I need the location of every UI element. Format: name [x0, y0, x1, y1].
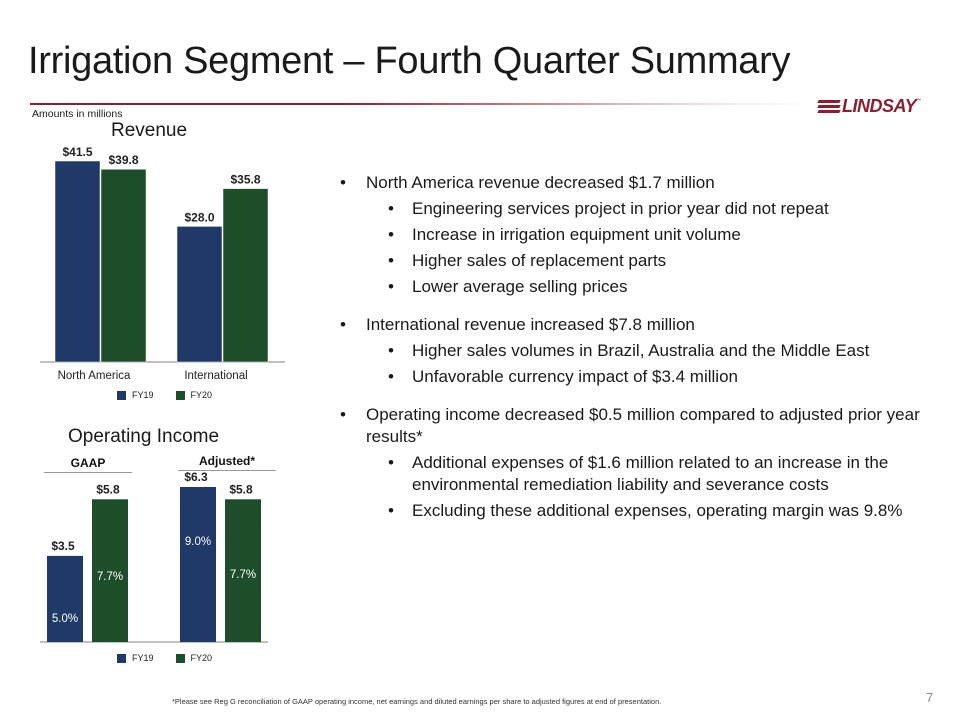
revenue-data-label: $35.8	[230, 173, 260, 187]
revenue-chart-title: Revenue	[111, 120, 188, 141]
operating-margin-label: 7.7%	[230, 569, 256, 581]
sub-bullet-item: Higher sales volumes in Brazil, Australi…	[340, 340, 940, 362]
logo-text: LINDSAY	[842, 96, 917, 116]
revenue-bar-fy19	[176, 226, 223, 363]
legend-swatch-fy19	[117, 390, 126, 400]
revenue-data-label: $41.5	[62, 145, 92, 159]
sub-bullet-item: Additional expenses of $1.6 million rela…	[340, 452, 940, 496]
operating-income-bar-fy20	[225, 499, 261, 642]
title-divider	[30, 103, 810, 105]
sub-bullet-item: Lower average selling prices	[340, 276, 940, 298]
adjusted-subheading: Adjusted*	[198, 454, 255, 468]
company-logo: LINDSAY ™	[817, 96, 922, 117]
revenue-bar-fy20	[100, 168, 147, 363]
sub-bullet-item: Unfavorable currency impact of $3.4 mill…	[340, 366, 940, 388]
bullet-spacer	[340, 392, 940, 404]
gaap-subheading: GAAP	[70, 456, 106, 470]
legend-label-fy20: FY20	[190, 653, 213, 663]
bullet-item: International revenue increased $7.8 mil…	[340, 314, 940, 336]
operating-income-bar-fy19	[180, 487, 216, 642]
revenue-category-label: North America	[58, 370, 131, 382]
revenue-data-label: $28.0	[184, 210, 214, 224]
bullet-item: Operating income decreased $0.5 million …	[340, 404, 940, 448]
bullet-item: North America revenue decreased $1.7 mil…	[340, 172, 940, 194]
operating-income-data-label: $3.5	[51, 539, 75, 553]
operating-income-chart-title: Operating Income	[68, 426, 220, 447]
bullet-spacer	[340, 302, 940, 314]
operating-margin-label: 5.0%	[52, 613, 78, 625]
operating-margin-label: 9.0%	[185, 536, 211, 548]
legend-swatch-fy19	[117, 653, 126, 663]
operating-income-data-label: $5.8	[229, 482, 253, 496]
legend-label-fy19: FY19	[132, 653, 154, 663]
summary-bullet-list: North America revenue decreased $1.7 mil…	[340, 172, 940, 526]
adjusted-subheading-underline	[178, 470, 276, 471]
sub-bullet-item: Excluding these additional expenses, ope…	[340, 500, 940, 522]
revenue-bar-fy20	[222, 188, 269, 363]
operating-income-bar-fy19	[47, 555, 83, 642]
revenue-category-label: International	[184, 370, 247, 382]
sub-bullet-item: Higher sales of replacement parts	[340, 250, 940, 272]
slide-title: Irrigation Segment – Fourth Quarter Summ…	[28, 40, 791, 82]
operating-margin-label: 7.7%	[97, 571, 123, 583]
sub-bullet-item: Engineering services project in prior ye…	[340, 198, 940, 220]
sub-bullet-item: Increase in irrigation equipment unit vo…	[340, 224, 940, 246]
operating-income-legend: FY19 FY20	[117, 653, 234, 663]
operating-income-bar-fy20	[92, 499, 128, 642]
revenue-bar-fy19	[54, 160, 101, 363]
operating-income-data-label: $6.3	[184, 470, 208, 484]
amounts-note: Amounts in millions	[32, 108, 123, 120]
page-number: 7	[926, 690, 934, 705]
revenue-legend: FY19 FY20	[117, 390, 234, 400]
operating-income-data-label: $5.8	[96, 482, 120, 496]
legend-swatch-fy20	[175, 390, 185, 400]
legend-label-fy19: FY19	[132, 390, 154, 400]
footnote: *Please see Reg G reconciliation of GAAP…	[172, 697, 662, 706]
gaap-subheading-underline	[44, 472, 132, 473]
logo-trademark: ™	[916, 98, 922, 104]
revenue-data-label: $39.8	[108, 153, 138, 167]
legend-swatch-fy20	[175, 653, 185, 663]
legend-label-fy20: FY20	[190, 390, 213, 400]
